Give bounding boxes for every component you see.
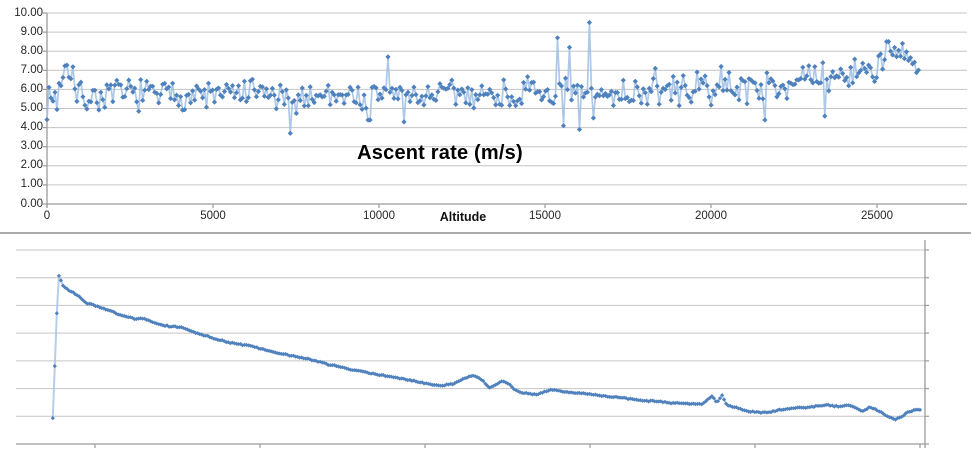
ascent-y-tick-label: 7.00: [20, 63, 43, 76]
ascent-y-tick-label: 4.00: [20, 121, 43, 134]
ascent-y-tick-label: 9.00: [20, 25, 43, 38]
ascent-y-tick-label: 8.00: [20, 44, 43, 57]
ascent-rate-chart[interactable]: Ascent rate (m/s) Altitude 10.00 9.00 8.00…: [0, 0, 971, 232]
ascent-x-axis-title: Altitude: [439, 210, 487, 224]
ascent-x-tick-label: 25000: [861, 210, 893, 222]
ascent-x-tick-label: 10000: [363, 210, 395, 222]
ascent-y-tick-label: 2.00: [20, 159, 43, 172]
ascent-x-tick-label: 0: [43, 210, 51, 222]
ascent-y-tick-label: 5.00: [20, 102, 43, 114]
ascent-y-tick-label: 1.00: [20, 178, 43, 191]
ascent-y-tick-label: 3.00: [20, 140, 43, 153]
ascent-y-tick-label: 0.00: [20, 197, 43, 210]
ascent-chart-title: Ascent rate (m/s): [357, 142, 523, 164]
chart-divider: [0, 232, 971, 234]
ascent-x-tick-label: 20000: [695, 210, 727, 222]
descent-rate-chart[interactable]: Descent rate (m/s) Altitude 69 mph 33 mp…: [0, 236, 971, 476]
ascent-x-tick-label: 15000: [529, 210, 561, 222]
ascent-x-tick-label: 5000: [200, 210, 226, 222]
ascent-y-tick-label: 10.00: [14, 6, 43, 19]
ascent-y-tick-label: 6.00: [20, 82, 43, 95]
